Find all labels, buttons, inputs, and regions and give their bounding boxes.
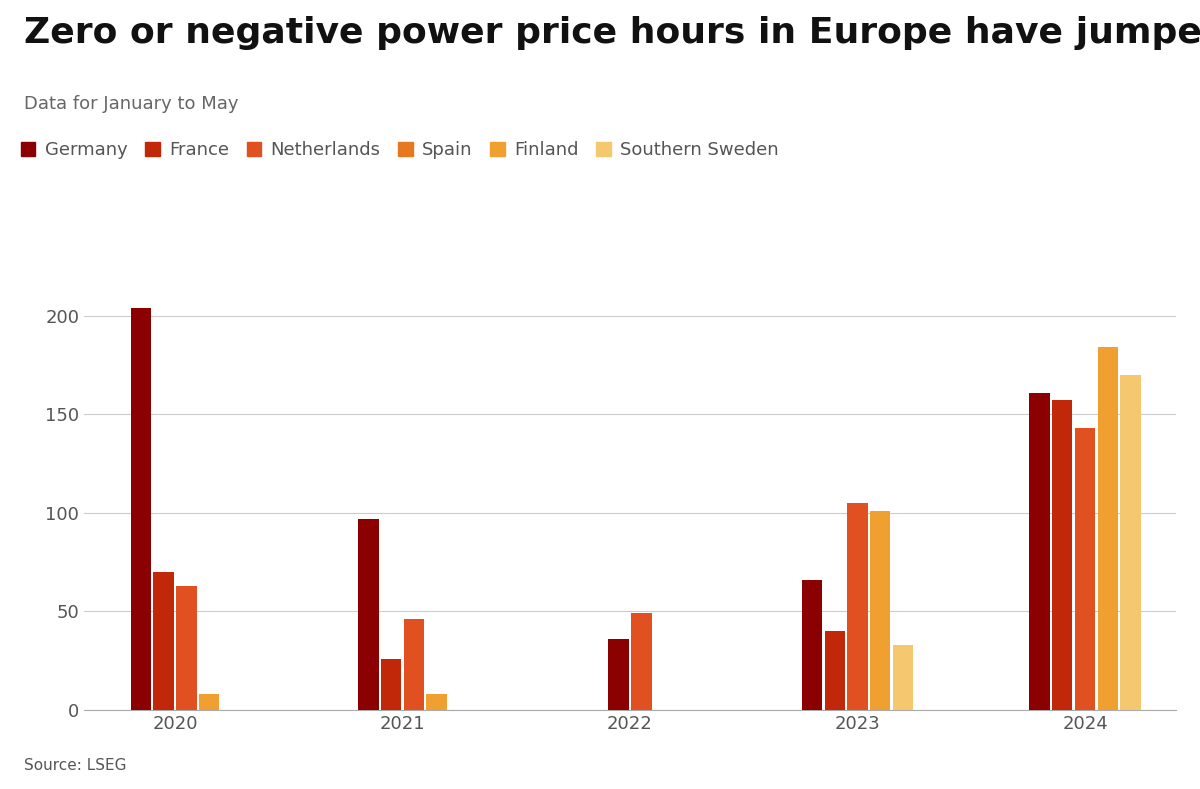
Bar: [154, 572, 174, 710]
Legend: Germany, France, Netherlands, Spain, Finland, Southern Sweden: Germany, France, Netherlands, Spain, Fin…: [22, 141, 779, 159]
Bar: [824, 631, 845, 710]
Bar: [847, 503, 868, 710]
Bar: [358, 519, 379, 710]
Bar: [426, 694, 446, 710]
Text: Source: LSEG: Source: LSEG: [24, 758, 126, 773]
Bar: [1052, 401, 1073, 710]
Bar: [608, 639, 629, 710]
Bar: [176, 585, 197, 710]
Bar: [1121, 375, 1141, 710]
Bar: [199, 694, 220, 710]
Bar: [1030, 392, 1050, 710]
Bar: [870, 511, 890, 710]
Bar: [1075, 428, 1096, 710]
Bar: [380, 659, 401, 710]
Bar: [631, 614, 652, 710]
Bar: [1098, 347, 1118, 710]
Bar: [802, 580, 822, 710]
Bar: [403, 619, 424, 710]
Text: Data for January to May: Data for January to May: [24, 95, 239, 113]
Bar: [893, 645, 913, 710]
Text: Zero or negative power price hours in Europe have jumped in 2024: Zero or negative power price hours in Eu…: [24, 16, 1200, 50]
Bar: [131, 308, 151, 710]
